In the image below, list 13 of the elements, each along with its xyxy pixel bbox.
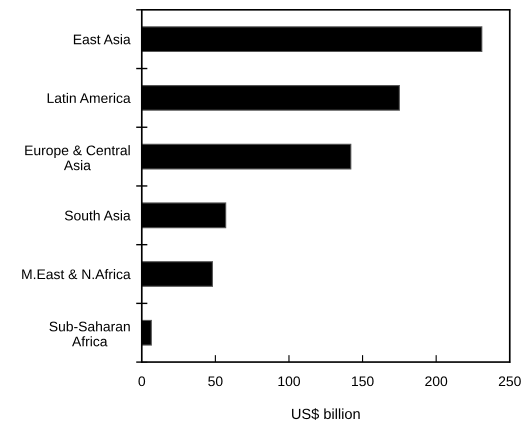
y-tick-label: Europe & Central Asia (25, 145, 130, 170)
y-tick-label: Sub-Saharan Africa (49, 321, 130, 346)
x-tick-label: 100 (278, 376, 300, 386)
x-axis-title: US$ billion (292, 408, 360, 420)
x-tick-label: 250 (498, 376, 521, 386)
y-tick-label: South Asia (64, 210, 131, 220)
y-tick-label: M.East & N.Africa (22, 268, 131, 280)
y-tick-label: East Asia (74, 34, 131, 44)
x-tick-label: 50 (208, 376, 223, 386)
x-tick-label: 150 (352, 376, 374, 386)
x-tick-label: 0 (138, 376, 146, 386)
x-tick-label: 200 (425, 376, 448, 386)
y-tick-label: Latin America (48, 92, 131, 104)
